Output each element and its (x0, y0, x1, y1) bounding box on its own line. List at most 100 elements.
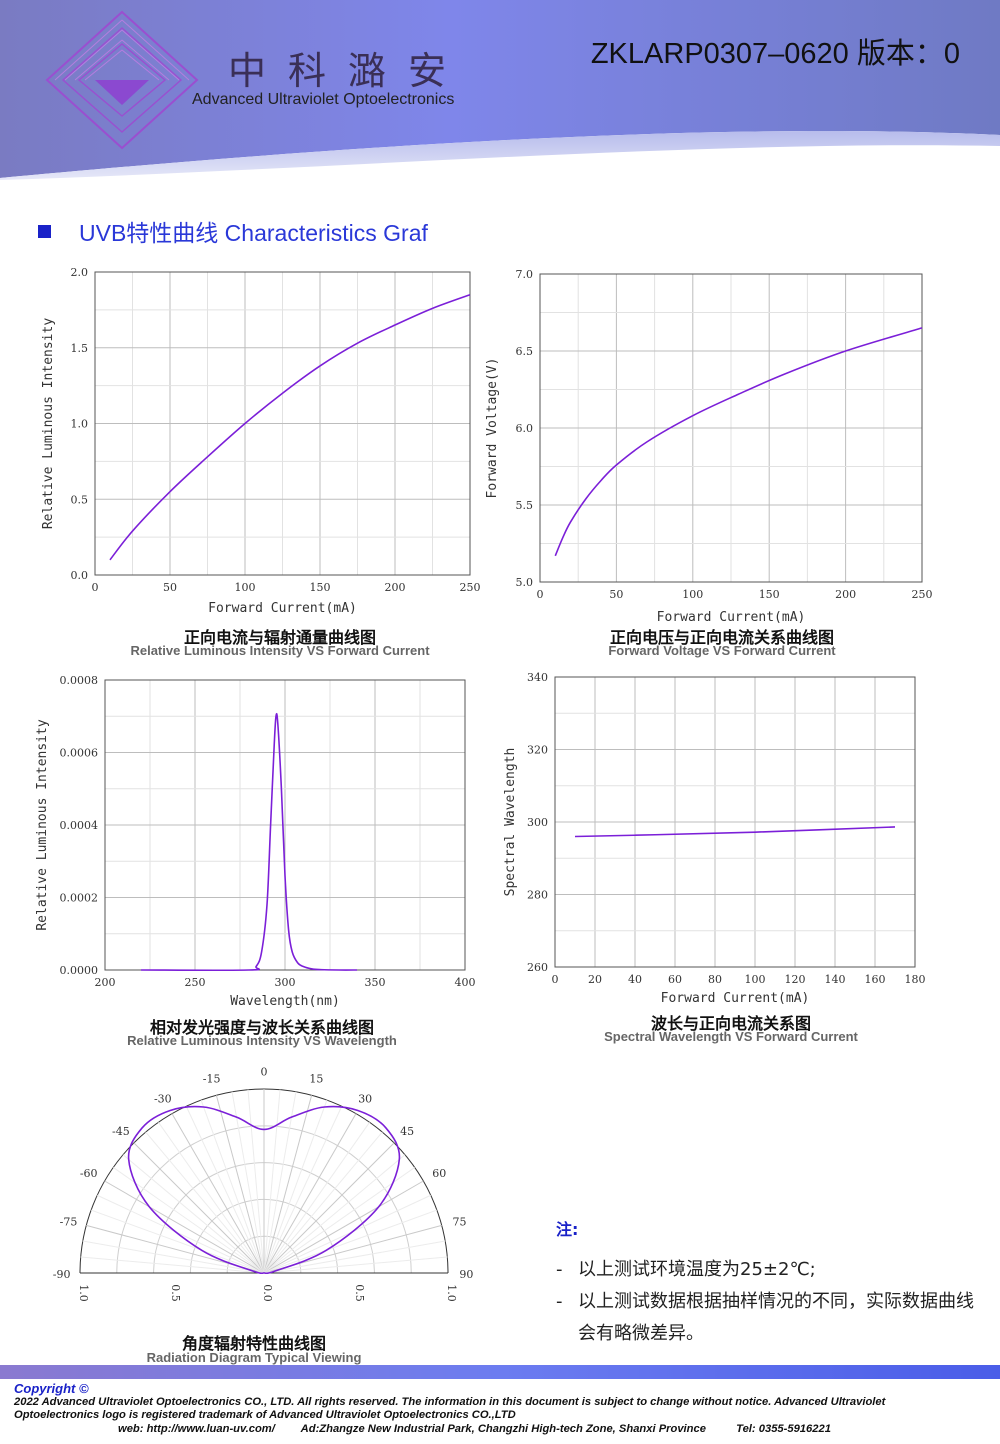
section-bullet-icon (38, 224, 51, 238)
x-tick-label: 250 (912, 588, 933, 601)
x-tick-label: 300 (275, 976, 296, 989)
polar-spoke (171, 1113, 265, 1274)
x-axis-label: Wavelength(nm) (230, 994, 340, 1009)
footer-tel: Tel: 0355-5916221 (736, 1422, 831, 1435)
series-line (554, 327, 923, 557)
x-tick-label: 20 (588, 973, 602, 986)
note-item: - 以上测试数据根据抽样情况的不同，实际数据曲线会有略微差异。 (556, 1286, 976, 1350)
caption-en-voltage-vs-current: Forward Voltage VS Forward Current (608, 643, 836, 658)
polar-radial-label: 0.0 (261, 1284, 274, 1302)
polar-spoke (122, 1154, 265, 1274)
x-tick-label: 180 (905, 973, 926, 986)
x-tick-label: 0 (552, 973, 559, 986)
polar-spoke (263, 1121, 370, 1274)
x-tick-label: 200 (385, 581, 406, 594)
polar-spoke (200, 1099, 265, 1274)
caption-cn-spectrum: 相对发光强度与波长关系曲线图 (149, 1018, 374, 1037)
y-tick-label: 6.5 (516, 345, 534, 358)
brand-name-english: Advanced Ultraviolet Optoelectronics (192, 91, 455, 108)
notes-panel: 注: - 以上测试环境温度为25±2℃; - 以上测试数据根据抽样情况的不同，实际数… (556, 1216, 976, 1350)
section-title-text: UVB特性曲线 Characteristics Graf (79, 220, 428, 246)
caption-cn-luminous-vs-current: 正向电流与辐射通量曲线图 (183, 628, 376, 647)
series-line (574, 826, 896, 838)
x-tick-label: 100 (235, 581, 256, 594)
polar-angle-label: -75 (60, 1216, 78, 1229)
polar-spoke (231, 1091, 265, 1274)
caption-cn-wavelength-vs-current: 波长与正向电流关系图 (650, 1014, 811, 1033)
chart-luminous-vs-current: 0 50 100 150 200 250 0.0 0.5 1.0 1.5 2.0 Forward Cu… (41, 266, 481, 616)
polar-angle-label: -45 (112, 1125, 130, 1138)
brand-name-chinese: 中科潞安 (228, 49, 469, 93)
caption-en-luminous-vs-current: Relative Luminous Intensity VS Forward C… (130, 643, 430, 658)
polar-spoke (263, 1154, 406, 1274)
polar-spoke (263, 1099, 328, 1274)
polar-spoke (263, 1240, 446, 1274)
polar-spoke (145, 1131, 265, 1274)
x-tick-label: 0 (537, 588, 544, 601)
chart-voltage-vs-current: 0 50 100 150 200 250 5.0 5.5 6.0 6.5 7.0 Forward Cu… (485, 268, 933, 625)
y-tick-label: 1.5 (71, 342, 89, 355)
x-tick-label: 150 (759, 588, 780, 601)
polar-spoke (263, 1091, 297, 1274)
y-axis-label: Relative Luminous Intensity (35, 719, 50, 930)
x-axis-label: Forward Current(mA) (657, 610, 806, 625)
polar-spoke (112, 1167, 265, 1274)
footer-copyright: Copyright © (14, 1381, 89, 1396)
y-tick-label: 1.0 (71, 418, 89, 431)
polar-spoke (263, 1209, 438, 1274)
y-tick-label: 7.0 (516, 268, 534, 281)
y-tick-label: 300 (527, 816, 548, 829)
polar-radial-label: 0.5 (353, 1284, 366, 1302)
y-tick-label: 0.0000 (60, 964, 99, 977)
y-tick-label: 6.0 (516, 422, 534, 435)
polar-spoke (263, 1131, 383, 1274)
y-axis-label: Spectral Wavelength (503, 748, 518, 897)
y-tick-label: 0.0004 (60, 819, 99, 832)
chart-spectrum: 200 250 300 350 400 0.0000 0.0002 0.0004 0.0006 0… (35, 674, 476, 1009)
x-axis-label: Forward Current(mA) (208, 601, 357, 616)
company-logo (45, 10, 199, 150)
y-tick-label: 5.0 (516, 576, 534, 589)
polar-spoke (97, 1194, 265, 1274)
x-tick-label: 200 (835, 588, 856, 601)
y-tick-label: 280 (527, 889, 548, 902)
series-line (140, 712, 358, 972)
footer-line-1: 2022 Advanced Ultraviolet Optoelectronic… (14, 1395, 886, 1408)
x-tick-label: 250 (460, 581, 481, 594)
series-line (109, 293, 471, 561)
polar-angle-label: -30 (154, 1093, 172, 1106)
polar-angle-label: 60 (432, 1167, 446, 1180)
polar-angle-label: 30 (358, 1093, 372, 1106)
polar-spoke (263, 1089, 281, 1274)
y-tick-label: 0.0006 (60, 747, 99, 760)
plot-frame (94, 271, 471, 576)
footer-bar (0, 1365, 1000, 1379)
footer-contact: web: http://www.luan-uv.com/ Ad:Zhangze … (14, 1423, 994, 1437)
y-axis-label: Relative Luminous Intensity (41, 318, 56, 529)
polar-spoke (158, 1121, 265, 1274)
caption-en-wavelength-vs-current: Spectral Wavelength VS Forward Current (604, 1029, 858, 1044)
x-tick-label: 150 (310, 581, 331, 594)
polar-radial-label: 1.0 (77, 1284, 90, 1302)
x-tick-label: 160 (865, 973, 886, 986)
polar-spoke (263, 1167, 416, 1274)
x-axis-label: Forward Current(mA) (661, 991, 810, 1006)
polar-angle-label: -60 (80, 1167, 98, 1180)
radiation-curve (127, 1105, 401, 1275)
polar-spoke (90, 1209, 265, 1274)
x-tick-label: 400 (455, 976, 476, 989)
footer-web-link[interactable]: web: http://www.luan-uv.com/ (118, 1422, 275, 1435)
polar-spoke (247, 1089, 265, 1274)
footer-address: Ad:Zhangze New Industrial Park, Changzhi… (300, 1422, 706, 1435)
polar-spoke (263, 1106, 343, 1274)
x-tick-label: 50 (609, 588, 623, 601)
polar-spoke (185, 1106, 265, 1274)
note-text-2: 以上测试数据根据抽样情况的不同，实际数据曲线会有略微差异。 (578, 1291, 974, 1344)
y-tick-label: 260 (527, 961, 548, 974)
y-tick-label: 0.0002 (60, 892, 99, 905)
footer-line-2: Optoelectronics logo is registered trade… (14, 1409, 516, 1421)
note-text-1: 以上测试环境温度为25±2℃; (578, 1259, 816, 1280)
plot-frame (539, 273, 923, 583)
polar-spoke (263, 1095, 313, 1274)
